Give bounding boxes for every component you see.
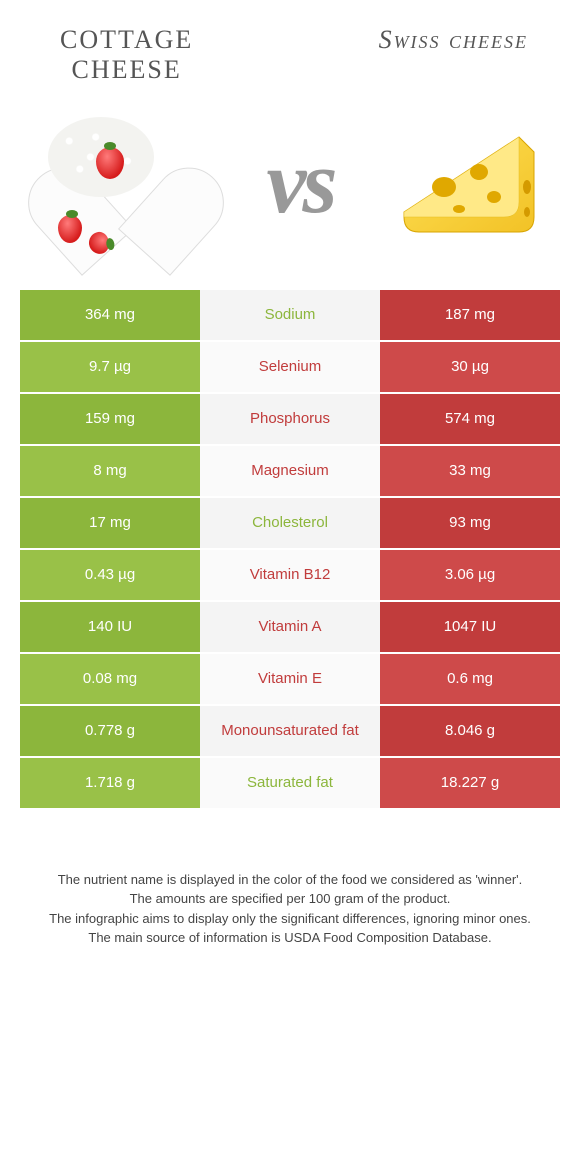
- table-row: 9.7 µgSelenium30 µg: [20, 342, 560, 394]
- right-value: 3.06 µg: [380, 550, 560, 600]
- right-value: 1047 IU: [380, 602, 560, 652]
- right-value: 18.227 g: [380, 758, 560, 808]
- comparison-table: 364 mgSodium187 mg9.7 µgSelenium30 µg159…: [20, 290, 560, 810]
- header: COTTAGE CHEESE Swiss cheese: [0, 0, 580, 85]
- left-value: 8 mg: [20, 446, 200, 496]
- swiss-cheese-icon: [384, 117, 544, 247]
- right-value: 574 mg: [380, 394, 560, 444]
- table-row: 0.778 gMonounsaturated fat8.046 g: [20, 706, 560, 758]
- left-value: 0.43 µg: [20, 550, 200, 600]
- footnote-line: The main source of information is USDA F…: [30, 928, 550, 948]
- table-row: 1.718 gSaturated fat18.227 g: [20, 758, 560, 810]
- footnote-line: The nutrient name is displayed in the co…: [30, 870, 550, 890]
- footnote-line: The amounts are specified per 100 gram o…: [30, 889, 550, 909]
- left-value: 0.08 mg: [20, 654, 200, 704]
- table-row: 364 mgSodium187 mg: [20, 290, 560, 342]
- nutrient-name: Vitamin E: [200, 654, 380, 704]
- vs-row: vs: [0, 85, 580, 290]
- left-value: 17 mg: [20, 498, 200, 548]
- nutrient-name: Selenium: [200, 342, 380, 392]
- right-value: 8.046 g: [380, 706, 560, 756]
- nutrient-name: Saturated fat: [200, 758, 380, 808]
- left-value: 9.7 µg: [20, 342, 200, 392]
- right-value: 187 mg: [380, 290, 560, 340]
- table-row: 17 mgCholesterol93 mg: [20, 498, 560, 550]
- right-value: 30 µg: [380, 342, 560, 392]
- left-value: 364 mg: [20, 290, 200, 340]
- right-value: 33 mg: [380, 446, 560, 496]
- nutrient-name: Monounsaturated fat: [200, 706, 380, 756]
- table-row: 140 IUVitamin A1047 IU: [20, 602, 560, 654]
- footnotes: The nutrient name is displayed in the co…: [30, 870, 550, 948]
- vs-label: vs: [267, 131, 334, 234]
- cottage-cheese-icon: [36, 105, 216, 260]
- left-food-title: COTTAGE CHEESE: [17, 25, 237, 85]
- left-value: 0.778 g: [20, 706, 200, 756]
- nutrient-name: Vitamin A: [200, 602, 380, 652]
- nutrient-name: Vitamin B12: [200, 550, 380, 600]
- right-value: 93 mg: [380, 498, 560, 548]
- nutrient-name: Sodium: [200, 290, 380, 340]
- table-row: 8 mgMagnesium33 mg: [20, 446, 560, 498]
- nutrient-name: Magnesium: [200, 446, 380, 496]
- left-value: 1.718 g: [20, 758, 200, 808]
- left-value: 159 mg: [20, 394, 200, 444]
- table-row: 0.08 mgVitamin E0.6 mg: [20, 654, 560, 706]
- footnote-line: The infographic aims to display only the…: [30, 909, 550, 929]
- table-row: 0.43 µgVitamin B123.06 µg: [20, 550, 560, 602]
- left-value: 140 IU: [20, 602, 200, 652]
- right-value: 0.6 mg: [380, 654, 560, 704]
- nutrient-name: Phosphorus: [200, 394, 380, 444]
- nutrient-name: Cholesterol: [200, 498, 380, 548]
- table-row: 159 mgPhosphorus574 mg: [20, 394, 560, 446]
- right-food-title: Swiss cheese: [343, 25, 563, 55]
